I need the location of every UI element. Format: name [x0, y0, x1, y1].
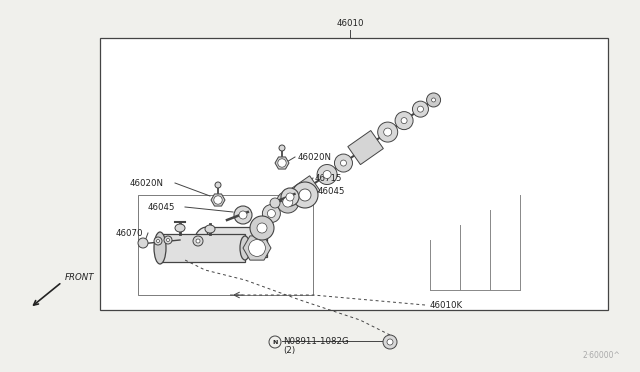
- Circle shape: [193, 236, 203, 246]
- Bar: [160, 234, 245, 262]
- Circle shape: [412, 101, 428, 117]
- Text: (2): (2): [283, 346, 295, 355]
- Text: 46020N: 46020N: [298, 153, 332, 161]
- Circle shape: [279, 145, 285, 151]
- Polygon shape: [292, 176, 320, 203]
- Text: 2·60000^: 2·60000^: [582, 351, 620, 360]
- Circle shape: [166, 238, 170, 241]
- Circle shape: [299, 189, 311, 201]
- Circle shape: [248, 240, 266, 256]
- Text: 46010K: 46010K: [430, 301, 463, 310]
- Ellipse shape: [205, 225, 215, 233]
- Circle shape: [286, 193, 294, 201]
- Circle shape: [292, 182, 318, 208]
- Circle shape: [384, 128, 392, 136]
- Circle shape: [164, 236, 172, 244]
- Text: 46010: 46010: [336, 19, 364, 28]
- Circle shape: [317, 164, 337, 185]
- Circle shape: [199, 235, 215, 251]
- Circle shape: [387, 339, 393, 345]
- Circle shape: [262, 205, 280, 222]
- Ellipse shape: [175, 224, 185, 232]
- Circle shape: [281, 188, 299, 206]
- Circle shape: [239, 211, 247, 219]
- Circle shape: [215, 182, 221, 188]
- Text: 46070: 46070: [116, 228, 143, 237]
- Circle shape: [214, 196, 222, 204]
- Circle shape: [196, 239, 200, 243]
- Text: 46715: 46715: [315, 173, 342, 183]
- Bar: [138, 195, 313, 295]
- Circle shape: [340, 160, 346, 166]
- Bar: [207, 227, 267, 257]
- Polygon shape: [211, 194, 225, 206]
- Text: 46020N: 46020N: [130, 179, 164, 187]
- Circle shape: [395, 112, 413, 129]
- Circle shape: [257, 223, 267, 233]
- Circle shape: [383, 335, 397, 349]
- Text: FRONT: FRONT: [65, 273, 95, 282]
- Text: N08911-1082G: N08911-1082G: [283, 337, 349, 346]
- Ellipse shape: [240, 236, 250, 260]
- Circle shape: [234, 206, 252, 224]
- Polygon shape: [243, 236, 271, 260]
- Polygon shape: [348, 131, 383, 164]
- Ellipse shape: [194, 227, 220, 259]
- Bar: [100, 38, 608, 310]
- Circle shape: [431, 98, 436, 102]
- Circle shape: [157, 240, 159, 243]
- Circle shape: [270, 198, 280, 208]
- Circle shape: [417, 106, 424, 112]
- Circle shape: [283, 197, 292, 207]
- Text: 46045: 46045: [318, 186, 346, 196]
- Text: N: N: [272, 340, 278, 344]
- Circle shape: [154, 237, 162, 245]
- Text: 46045: 46045: [148, 202, 175, 212]
- Circle shape: [427, 93, 440, 107]
- Circle shape: [278, 159, 286, 167]
- Circle shape: [335, 154, 353, 172]
- Ellipse shape: [154, 232, 166, 264]
- Circle shape: [268, 209, 275, 218]
- Circle shape: [378, 122, 397, 142]
- Circle shape: [138, 238, 148, 248]
- Circle shape: [401, 118, 407, 124]
- Circle shape: [250, 216, 274, 240]
- Circle shape: [323, 170, 331, 179]
- Polygon shape: [275, 157, 289, 169]
- Circle shape: [276, 191, 299, 213]
